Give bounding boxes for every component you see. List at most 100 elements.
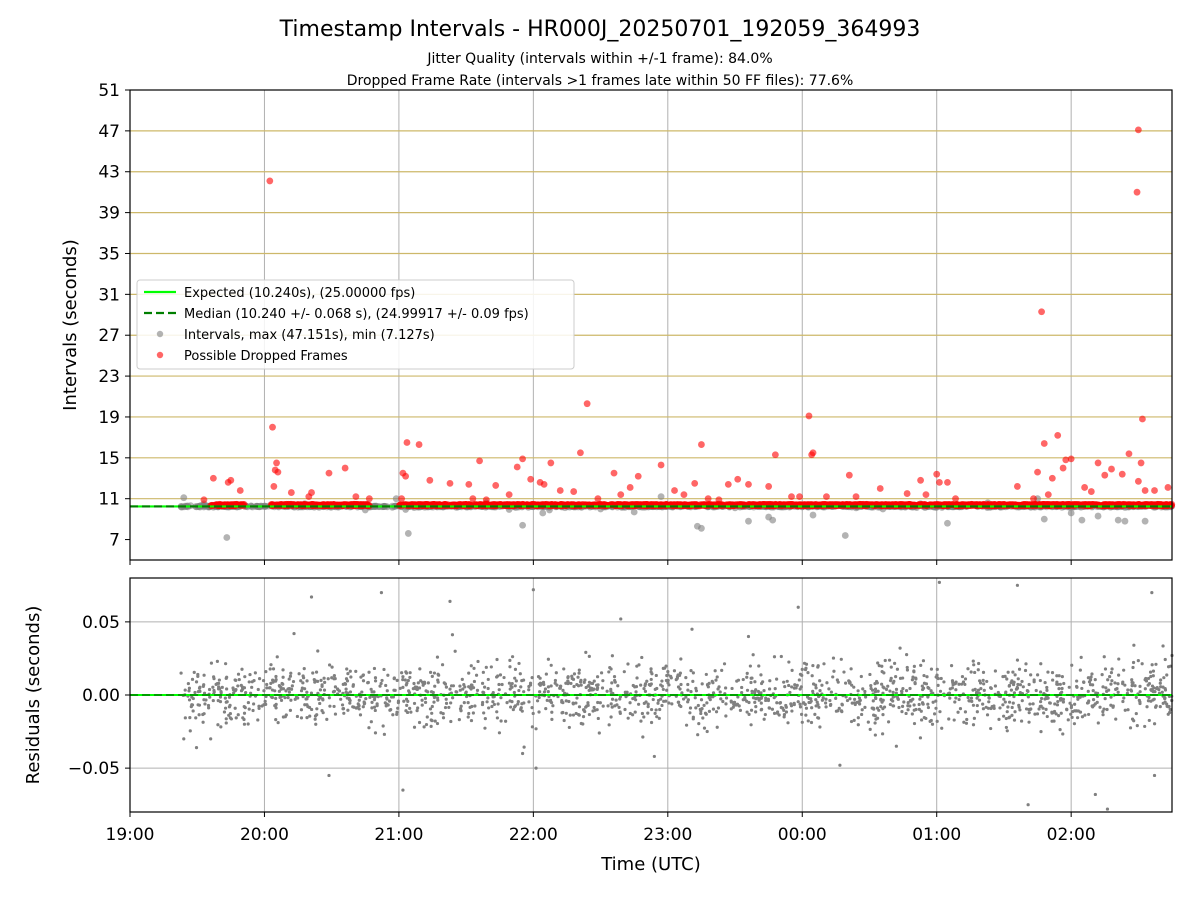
- residual-point: [1106, 678, 1110, 682]
- residual-point: [516, 702, 520, 706]
- residual-point: [888, 702, 892, 707]
- residual-point: [197, 713, 201, 717]
- residual-point: [618, 711, 622, 716]
- residual-point: [799, 712, 804, 716]
- dropped-frame-point: [935, 478, 943, 486]
- residual-point: [707, 709, 712, 713]
- dropped-frame-point: [209, 474, 217, 482]
- residual-point: [286, 695, 290, 700]
- residual-point: [577, 671, 581, 675]
- residual-point: [931, 700, 935, 704]
- residual-point: [423, 696, 428, 700]
- residual-point: [375, 702, 379, 706]
- residual-point: [965, 717, 969, 722]
- residual-point: [574, 711, 578, 716]
- residual-point: [415, 709, 419, 713]
- legend-expected-label: Expected (10.240s), (25.00000 fps): [184, 286, 415, 301]
- residual-point: [1109, 682, 1113, 686]
- residual-point: [1026, 695, 1030, 699]
- residual-point: [962, 720, 966, 724]
- residual-point: [227, 705, 232, 709]
- residual-point: [600, 686, 605, 690]
- residual-point: [430, 704, 434, 709]
- residual-point: [290, 684, 294, 688]
- dropped-frame-point: [1094, 459, 1102, 467]
- residual-point: [1058, 682, 1062, 686]
- residual-point: [346, 691, 350, 695]
- residual-point: [1007, 716, 1011, 720]
- dropped-frame-point: [852, 493, 860, 501]
- residual-point: [969, 696, 974, 700]
- residual-point: [736, 678, 741, 682]
- residual-point: [1059, 711, 1063, 715]
- residual-point: [424, 722, 429, 727]
- residual-point: [1070, 715, 1074, 719]
- residual-point: [313, 717, 317, 721]
- residual-point: [966, 695, 970, 700]
- residual-point: [718, 690, 722, 694]
- residual-point: [640, 711, 644, 716]
- dropped-frame-point: [547, 459, 555, 467]
- residual-point: [202, 683, 206, 687]
- residual-point: [747, 712, 751, 716]
- residual-point: [491, 700, 495, 704]
- residual-point: [1038, 704, 1042, 709]
- residual-point: [223, 706, 228, 710]
- residual-point: [827, 687, 831, 691]
- residual-point: [852, 685, 856, 689]
- residual-point: [1023, 668, 1028, 673]
- dropped-frame-point: [1062, 456, 1070, 464]
- residual-point: [1075, 679, 1079, 683]
- dropped-frame-point: [467, 501, 475, 509]
- residual-point: [996, 690, 1000, 695]
- interval-point: [769, 516, 777, 524]
- residual-point: [308, 714, 312, 718]
- residual-point: [517, 661, 521, 666]
- residual-point: [534, 727, 538, 731]
- residual-point: [1123, 708, 1127, 712]
- residual-point: [467, 685, 471, 689]
- residual-point: [672, 669, 677, 673]
- residual-point: [646, 702, 650, 706]
- residual-point: [772, 655, 777, 659]
- dropped-frame-point: [1013, 483, 1021, 490]
- residual-point: [691, 679, 695, 683]
- residual-point: [582, 680, 586, 684]
- residual-point: [656, 698, 661, 703]
- residual-point: [247, 680, 251, 684]
- residual-point: [646, 705, 650, 709]
- residual-point: [924, 716, 928, 721]
- residual-point: [607, 723, 611, 727]
- residual-point: [659, 683, 663, 687]
- residual-point: [314, 722, 318, 726]
- interval-point: [539, 509, 547, 517]
- residual-point: [675, 676, 679, 681]
- residual-point: [513, 676, 517, 680]
- residual-point: [421, 683, 425, 687]
- residual-point: [236, 672, 241, 676]
- residual-point: [793, 683, 797, 687]
- residual-point: [906, 701, 910, 705]
- residual-point: [490, 704, 494, 709]
- residual-point: [753, 680, 757, 684]
- residual-point: [848, 697, 852, 701]
- residual-point: [322, 688, 327, 692]
- residual-point: [898, 646, 902, 650]
- residual-point: [562, 667, 566, 671]
- dropped-frame-point: [944, 478, 951, 486]
- residual-point: [908, 698, 912, 703]
- residual-point: [304, 697, 308, 701]
- residual-point: [486, 677, 490, 682]
- residual-point: [704, 712, 708, 716]
- residual-point: [824, 697, 828, 701]
- residual-point: [825, 681, 829, 685]
- dropped-frame-point: [341, 464, 349, 472]
- residual-point: [681, 697, 686, 701]
- residual-point: [798, 702, 802, 706]
- residual-point: [876, 689, 880, 693]
- residual-point: [982, 688, 986, 693]
- residual-point: [740, 685, 744, 690]
- residual-point: [299, 679, 303, 683]
- residual-point: [1148, 670, 1153, 674]
- dropped-frame-point: [519, 455, 526, 463]
